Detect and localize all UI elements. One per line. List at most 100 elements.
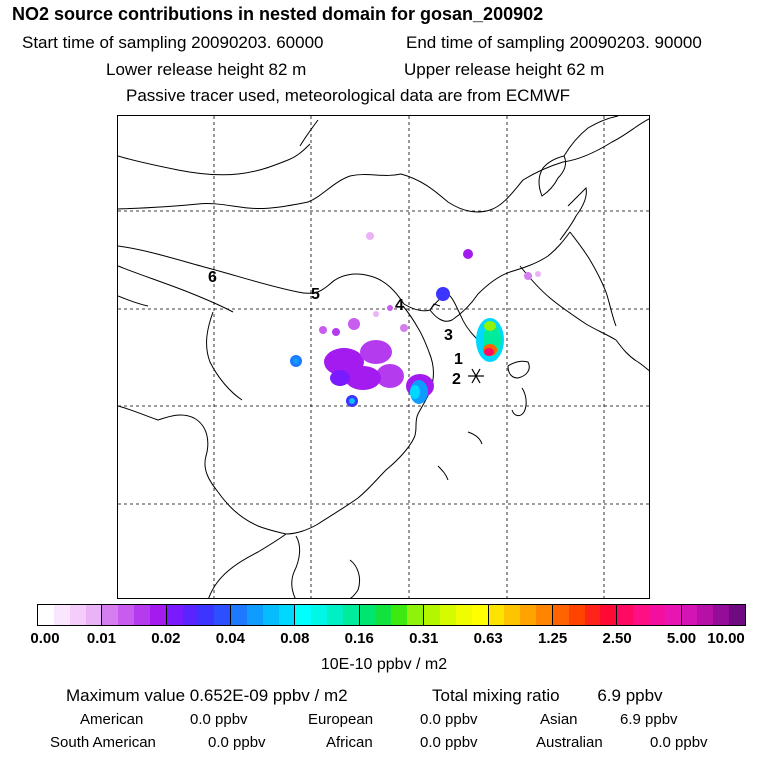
colorbar-swatch <box>278 605 295 625</box>
colorbar-swatch <box>262 605 279 625</box>
colorbar-swatch <box>713 605 730 625</box>
region-south-american-name: South American <box>50 734 156 751</box>
colorbar-tick-label: 0.00 <box>30 630 60 647</box>
colorbar-swatch <box>697 605 714 625</box>
colorbar-swatch <box>424 605 440 625</box>
lat-lon-grid <box>118 116 649 598</box>
region-european-value: 0.0 ppbv <box>420 711 478 728</box>
colorbar <box>37 604 746 626</box>
region-asian-value: 6.9 ppbv <box>620 711 678 728</box>
total-mixing-ratio: Total mixing ratio 6.9 ppbv <box>432 686 663 705</box>
colorbar-segment <box>552 605 618 625</box>
colorbar-swatch <box>729 605 745 625</box>
colorbar-swatch <box>633 605 649 625</box>
label-2: 2 <box>452 371 461 388</box>
end-time: End time of sampling 20090203. 90000 <box>406 33 702 52</box>
colorbar-swatch <box>391 605 408 625</box>
coastlines <box>118 116 649 598</box>
colorbar-swatch <box>69 605 86 625</box>
colorbar-swatch <box>617 605 634 625</box>
colorbar-segment <box>231 605 296 625</box>
colorbar-swatch <box>118 605 135 625</box>
colorbar-swatch <box>488 605 505 625</box>
colorbar-swatch <box>85 605 102 625</box>
colorbar-swatch <box>327 605 343 625</box>
colorbar-tick-label: 0.04 <box>215 630 245 647</box>
colorbar-swatch <box>359 605 376 625</box>
region-american-value: 0.0 ppbv <box>190 711 248 728</box>
colorbar-tick-label: 2.50 <box>602 630 632 647</box>
region-asian-name: Asian <box>540 711 578 728</box>
colorbar-segment <box>681 605 745 625</box>
label-1: 1 <box>454 351 463 368</box>
colorbar-swatch <box>311 605 328 625</box>
colorbar-tick-label: 0.31 <box>409 630 439 647</box>
colorbar-swatch <box>664 605 681 625</box>
colorbar-tick-label: 0.63 <box>473 630 503 647</box>
colorbar-swatch <box>552 605 569 625</box>
colorbar-swatch <box>182 605 199 625</box>
colorbar-segment <box>295 605 360 625</box>
colorbar-segment <box>359 605 425 625</box>
colorbar-swatch <box>342 605 359 625</box>
colorbar-swatch <box>38 605 54 625</box>
colorbar-swatch <box>102 605 119 625</box>
region-australian-name: Australian <box>536 734 603 751</box>
colorbar-swatch <box>407 605 424 625</box>
colorbar-swatch <box>375 605 392 625</box>
colorbar-tick-label: 0.08 <box>280 630 310 647</box>
colorbar-swatch <box>520 605 537 625</box>
colorbar-swatch <box>440 605 456 625</box>
region-european-name: European <box>308 711 374 728</box>
colorbar-swatch <box>166 605 183 625</box>
colorbar-segment <box>488 605 553 625</box>
region-african-value: 0.0 ppbv <box>420 734 478 751</box>
colorbar-tick-label: 0.02 <box>151 630 181 647</box>
colorbar-tick-label: 10.00 <box>707 630 745 647</box>
map-panel: 1 2 3 4 5 6 <box>117 115 650 599</box>
region-australian-value: 0.0 ppbv <box>650 734 708 751</box>
colorbar-swatch <box>149 605 166 625</box>
colorbar-tick-label: 0.16 <box>344 630 374 647</box>
colorbar-swatch <box>600 605 617 625</box>
label-6: 6 <box>208 269 217 286</box>
colorbar-swatch <box>568 605 585 625</box>
region-african-name: African <box>326 734 373 751</box>
colorbar-tick-label: 5.00 <box>666 630 697 647</box>
label-3: 3 <box>444 327 453 344</box>
colorbar-swatch <box>648 605 665 625</box>
colorbar-swatch <box>134 605 150 625</box>
trajectory-labels: 1 2 3 4 5 6 <box>208 269 463 388</box>
colorbar-segment <box>617 605 682 625</box>
colorbar-swatch <box>198 605 215 625</box>
upper-release-height: Upper release height 62 m <box>404 60 605 79</box>
star-icon <box>468 368 484 384</box>
colorbar-swatch <box>471 605 488 625</box>
colorbar-swatch <box>584 605 601 625</box>
colorbar-swatch <box>504 605 521 625</box>
tracer-plume <box>290 232 541 407</box>
colorbar-segment <box>166 605 232 625</box>
colorbar-swatch <box>246 605 263 625</box>
region-south-american-value: 0.0 ppbv <box>208 734 266 751</box>
colorbar-segment <box>102 605 167 625</box>
max-value: Maximum value 0.652E-09 ppbv / m2 <box>66 686 348 705</box>
colorbar-tick-label: 0.01 <box>86 630 117 647</box>
colorbar-swatch <box>681 605 698 625</box>
colorbar-units: 10E-10 ppbv / m2 <box>320 656 448 673</box>
colorbar-swatch <box>214 605 231 625</box>
label-4: 4 <box>395 297 404 314</box>
region-american-name: American <box>80 711 144 728</box>
lower-release-height: Lower release height 82 m <box>106 60 307 79</box>
colorbar-segment <box>38 605 103 625</box>
colorbar-tick-label: 1.25 <box>538 630 568 647</box>
map-title: NO2 source contributions in nested domai… <box>12 4 544 24</box>
colorbar-swatch <box>455 605 472 625</box>
colorbar-swatch <box>295 605 312 625</box>
tracer-info: Passive tracer used, meteorological data… <box>126 86 571 105</box>
start-time: Start time of sampling 20090203. 60000 <box>22 33 324 52</box>
colorbar-segment <box>424 605 489 625</box>
colorbar-swatch <box>231 605 247 625</box>
colorbar-swatch <box>53 605 70 625</box>
colorbar-swatch <box>536 605 552 625</box>
